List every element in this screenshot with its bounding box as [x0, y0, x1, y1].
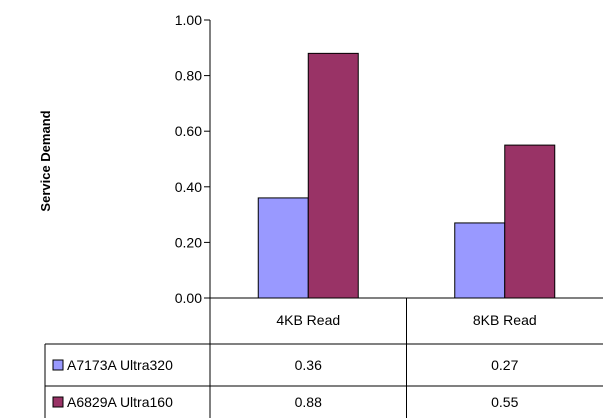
bar	[307, 52, 359, 299]
legend-label: A6829A Ultra160	[67, 394, 173, 410]
legend-swatch	[52, 359, 64, 371]
category-label: 8KB Read	[473, 312, 537, 328]
bar	[454, 222, 506, 299]
data-label: 0.27	[491, 357, 518, 373]
y-tick-label: 0.20	[175, 234, 202, 250]
bars	[257, 52, 556, 299]
y-tick-label: 1.00	[175, 12, 202, 28]
data-table: 4KB Read 8KB Read A7173A Ultra320 0.36 0.27 A…	[44, 297, 603, 418]
data-label: 0.55	[491, 394, 518, 410]
category-label: 4KB Read	[276, 312, 340, 328]
y-tick-label: 0.80	[175, 68, 202, 84]
y-tick-label: 0.40	[175, 179, 202, 195]
y-tick-label: 0.60	[175, 123, 202, 139]
data-label: 0.88	[295, 394, 322, 410]
y-tick-label: 0.00	[175, 290, 202, 306]
bar	[257, 197, 309, 299]
y-axis-label: Service Demand	[38, 110, 53, 211]
data-label: 0.36	[295, 357, 322, 373]
legend-label: A7173A Ultra320	[67, 357, 173, 373]
y-axis: 0.00 0.20 0.40 0.60 0.80 1.00	[175, 12, 211, 306]
legend-swatch	[52, 396, 64, 408]
bar	[504, 144, 556, 299]
